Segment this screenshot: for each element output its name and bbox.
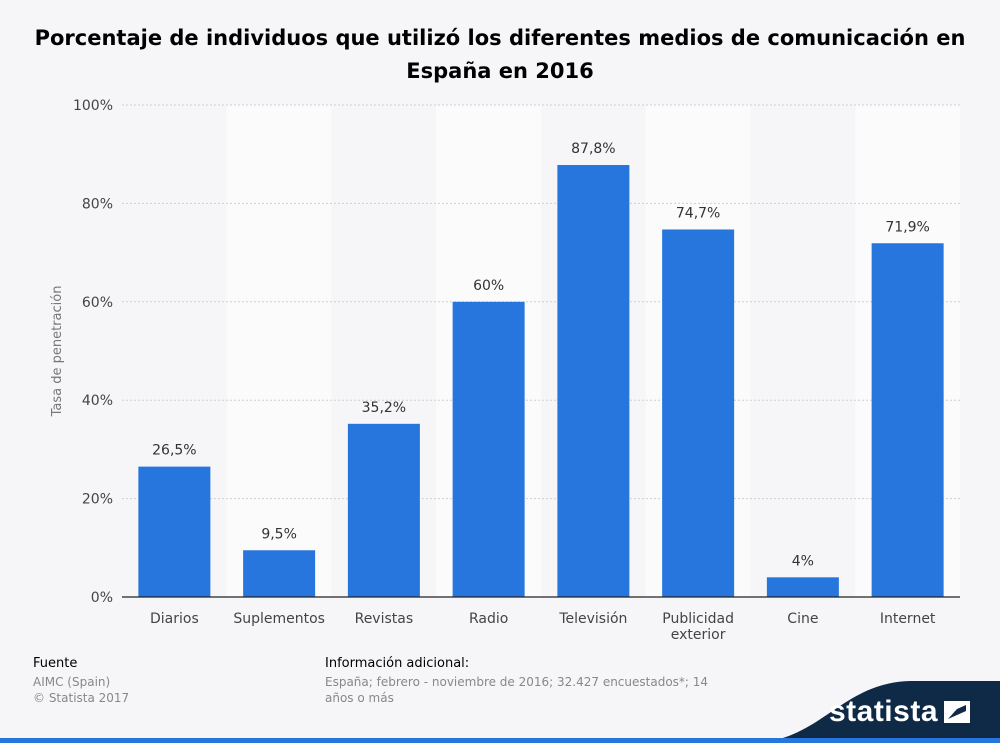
y-tick-label: 80%	[82, 196, 113, 212]
x-tick-label: Publicidad	[662, 611, 734, 627]
brand-name: statista	[828, 695, 938, 728]
additional-info-block: Información adicional: España; febrero -…	[325, 656, 725, 706]
value-label: 35,2%	[362, 400, 406, 416]
bar[interactable]	[662, 229, 735, 597]
value-label: 26,5%	[152, 443, 196, 459]
y-tick-label: 100%	[73, 98, 113, 114]
copyright-line: © Statista 2017	[33, 691, 130, 705]
source-heading: Fuente	[33, 656, 78, 671]
x-tick-label: Diarios	[150, 611, 199, 627]
value-labels: 26,5% 9,5% 35,2% 60% 87,8% 74,7% 4% 71,9%	[152, 141, 930, 569]
value-label: 9,5%	[261, 526, 297, 542]
x-tick-label: Cine	[787, 611, 818, 627]
x-tick-label: exterior	[671, 627, 726, 643]
value-label: 60%	[473, 278, 504, 294]
bar[interactable]	[138, 466, 211, 597]
bottom-accent-line	[0, 738, 1000, 743]
source-line[interactable]: AIMC (Spain)	[33, 675, 111, 689]
bar-chart: 0% 20% 40% 60% 80% 100% 26,5% 9,5% 35,2% 60% 87,8…	[50, 98, 960, 643]
y-axis-ticks: 0% 20% 40% 60% 80% 100%	[73, 98, 113, 606]
logo-background	[750, 681, 1000, 743]
additional-info-heading: Información adicional:	[325, 656, 470, 671]
bar[interactable]	[347, 423, 420, 597]
x-tick-label: Televisión	[558, 611, 627, 627]
additional-info-text: España; febrero - noviembre de 2016; 32.…	[325, 675, 709, 705]
chart-title: Porcentaje de individuos que utilizó los…	[34, 26, 966, 83]
statista-icon	[944, 701, 970, 723]
bar[interactable]	[871, 243, 944, 597]
value-label: 71,9%	[885, 219, 929, 235]
y-tick-label: 20%	[82, 492, 113, 508]
bar[interactable]	[766, 577, 839, 597]
bar[interactable]	[243, 550, 316, 597]
y-tick-label: 60%	[82, 295, 113, 311]
x-tick-label: Revistas	[355, 611, 414, 627]
bar[interactable]	[557, 165, 630, 598]
x-tick-label: Suplementos	[233, 611, 325, 627]
value-label: 4%	[792, 553, 814, 569]
category-band	[226, 105, 332, 597]
value-label: 74,7%	[676, 205, 720, 221]
x-axis-labels: Diarios Suplementos Revistas Radio Televisió…	[150, 611, 936, 643]
y-tick-label: 40%	[82, 393, 113, 409]
y-tick-label: 0%	[91, 590, 113, 606]
bars	[138, 165, 944, 598]
value-label: 87,8%	[571, 141, 615, 157]
y-axis-label: Tasa de penetración	[50, 286, 65, 418]
x-tick-label: Internet	[880, 611, 936, 627]
statista-logo[interactable]: statista	[750, 673, 1000, 743]
bar[interactable]	[452, 301, 525, 597]
source-block: Fuente AIMC (Spain) © Statista 2017	[33, 656, 129, 706]
x-tick-label: Radio	[469, 611, 508, 627]
